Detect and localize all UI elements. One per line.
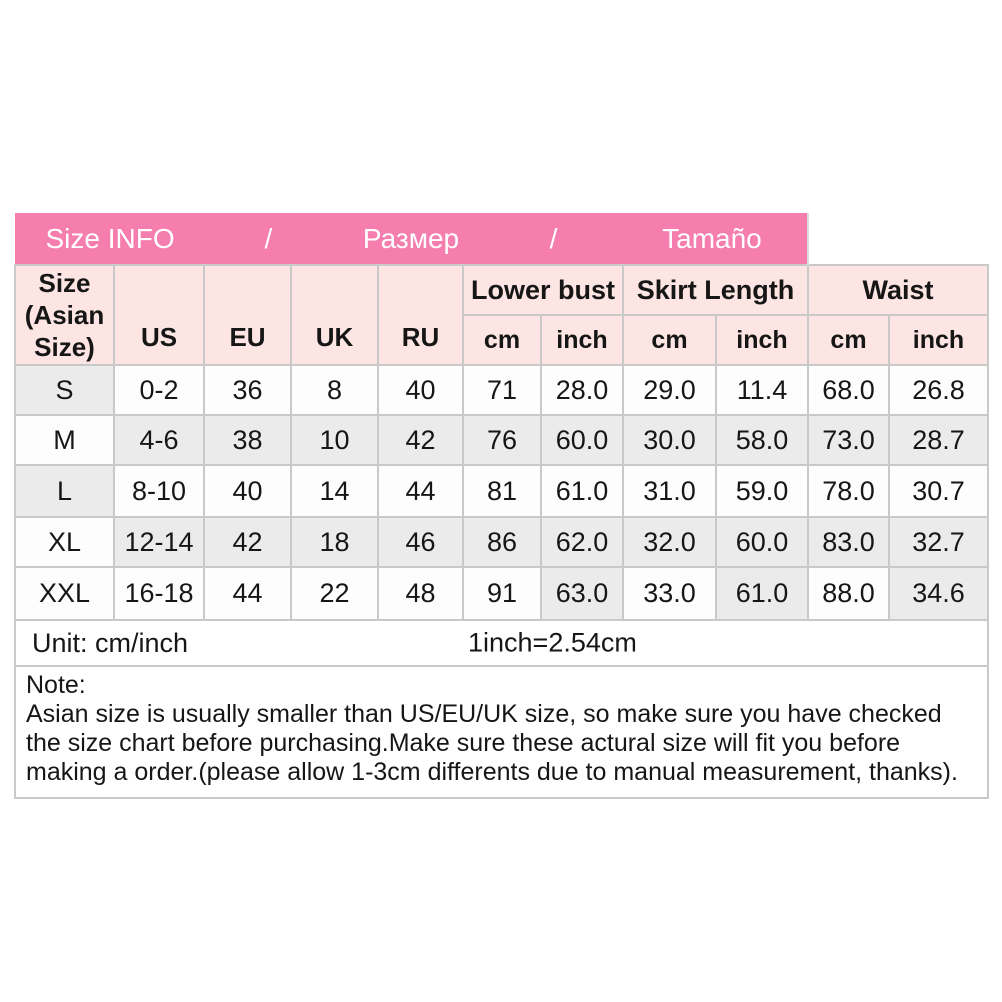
cell: 71 <box>462 364 542 416</box>
cell: 83.0 <box>807 516 890 568</box>
title-size-info: Size INFO <box>45 222 175 254</box>
table-row-xxl: XXL 16-18 44 22 48 91 63.0 33.0 61.0 88.… <box>14 566 989 621</box>
cell: 10 <box>290 414 379 466</box>
cell: 59.0 <box>715 464 809 518</box>
column-header-size: Size (Asian Size) <box>14 264 115 366</box>
cell: 68.0 <box>807 364 890 416</box>
table-row-s: S 0-2 36 8 40 71 28.0 29.0 11.4 68.0 26.… <box>14 364 989 416</box>
table-row-l: L 8-10 40 14 44 81 61.0 31.0 59.0 78.0 3… <box>14 464 989 518</box>
title-razmer: Размер <box>362 222 460 254</box>
size-chart: Size INFO / Размер / Tamaño Size (Asian … <box>14 213 989 799</box>
column-header-skirtlength-cm: cm <box>622 314 717 366</box>
size-cell: L <box>14 464 115 518</box>
column-header-waist-inch: inch <box>888 314 989 366</box>
size-header-line: Size <box>38 268 91 298</box>
column-group-skirt-length: Skirt Length <box>622 264 809 316</box>
cell: 16-18 <box>113 566 205 621</box>
note-row: Note: Asian size is usually smaller than… <box>14 665 989 799</box>
table-row-xl: XL 12-14 42 18 46 86 62.0 32.0 60.0 83.0… <box>14 516 989 568</box>
cell: 73.0 <box>807 414 890 466</box>
table-row-m: M 4-6 38 10 42 76 60.0 30.0 58.0 73.0 28… <box>14 414 989 466</box>
cell: 11.4 <box>715 364 809 416</box>
cell: 42 <box>203 516 292 568</box>
cell: 31.0 <box>622 464 717 518</box>
size-chart-table: Size INFO / Размер / Tamaño Size (Asian … <box>14 213 989 799</box>
size-cell: XXL <box>14 566 115 621</box>
cell: 61.0 <box>540 464 624 518</box>
column-header-us: US <box>113 264 205 366</box>
column-header-lowerbust-cm: cm <box>462 314 542 366</box>
header-group-row: Size (Asian Size) US EU UK RU Lower bust… <box>14 264 989 366</box>
cell: 46 <box>377 516 464 568</box>
size-cell: M <box>14 414 115 466</box>
title-bar-blank <box>807 213 988 265</box>
cell: 30.7 <box>888 464 989 518</box>
title-tamano: Tamaño <box>662 222 762 254</box>
cell: 18 <box>290 516 379 568</box>
cell: 32.7 <box>888 516 989 568</box>
column-header-lowerbust-inch: inch <box>540 314 624 366</box>
column-header-waist-cm: cm <box>807 314 890 366</box>
note-title: Note: <box>26 671 86 699</box>
conversion-label: 1inch=2.54cm <box>468 627 637 658</box>
cell: 78.0 <box>807 464 890 518</box>
cell: 8-10 <box>113 464 205 518</box>
unit-label: Unit: cm/inch <box>32 627 189 658</box>
cell: 8 <box>290 364 379 416</box>
size-header-line: Size) <box>34 332 95 362</box>
cell: 81 <box>462 464 542 518</box>
cell: 42 <box>377 414 464 466</box>
unit-row: Unit: cm/inch 1inch=2.54cm <box>14 619 989 667</box>
cell: 4-6 <box>113 414 205 466</box>
cell: 91 <box>462 566 542 621</box>
cell: 34.6 <box>888 566 989 621</box>
cell: 58.0 <box>715 414 809 466</box>
cell: 40 <box>377 364 464 416</box>
cell: 32.0 <box>622 516 717 568</box>
size-cell: XL <box>14 516 115 568</box>
size-header-line: (Asian <box>24 300 105 330</box>
cell: 14 <box>290 464 379 518</box>
column-group-waist: Waist <box>807 264 989 316</box>
cell: 48 <box>377 566 464 621</box>
cell: 61.0 <box>715 566 809 621</box>
cell: 63.0 <box>540 566 624 621</box>
title-slash-2: / <box>549 222 558 254</box>
note-cell: Note: Asian size is usually smaller than… <box>14 665 989 799</box>
column-header-eu: EU <box>203 264 292 366</box>
cell: 30.0 <box>622 414 717 466</box>
cell: 44 <box>377 464 464 518</box>
cell: 40 <box>203 464 292 518</box>
cell: 29.0 <box>622 364 717 416</box>
size-cell: S <box>14 364 115 416</box>
column-header-ru: RU <box>377 264 464 366</box>
cell: 60.0 <box>715 516 809 568</box>
title-bar-pink: Size INFO / Размер / Tamaño <box>15 213 808 265</box>
cell: 62.0 <box>540 516 624 568</box>
cell: 38 <box>203 414 292 466</box>
cell: 86 <box>462 516 542 568</box>
cell: 28.7 <box>888 414 989 466</box>
note-body: Asian size is usually smaller than US/EU… <box>26 700 958 786</box>
column-header-skirtlength-inch: inch <box>715 314 809 366</box>
cell: 28.0 <box>540 364 624 416</box>
title-bar-items: Size INFO / Размер / Tamaño <box>15 223 807 255</box>
column-group-lower-bust: Lower bust <box>462 264 624 316</box>
cell: 26.8 <box>888 364 989 416</box>
cell: 22 <box>290 566 379 621</box>
cell: 33.0 <box>622 566 717 621</box>
column-header-uk: UK <box>290 264 379 366</box>
title-bar: Size INFO / Размер / Tamaño <box>15 213 988 265</box>
unit-cell: Unit: cm/inch 1inch=2.54cm <box>14 619 989 667</box>
header-units-row: cm inch cm inch cm inch <box>15 314 989 366</box>
cell: 44 <box>203 566 292 621</box>
title-slash-1: / <box>264 222 273 254</box>
cell: 12-14 <box>113 516 205 568</box>
cell: 36 <box>203 364 292 416</box>
cell: 60.0 <box>540 414 624 466</box>
cell: 0-2 <box>113 364 205 416</box>
cell: 88.0 <box>807 566 890 621</box>
cell: 76 <box>462 414 542 466</box>
